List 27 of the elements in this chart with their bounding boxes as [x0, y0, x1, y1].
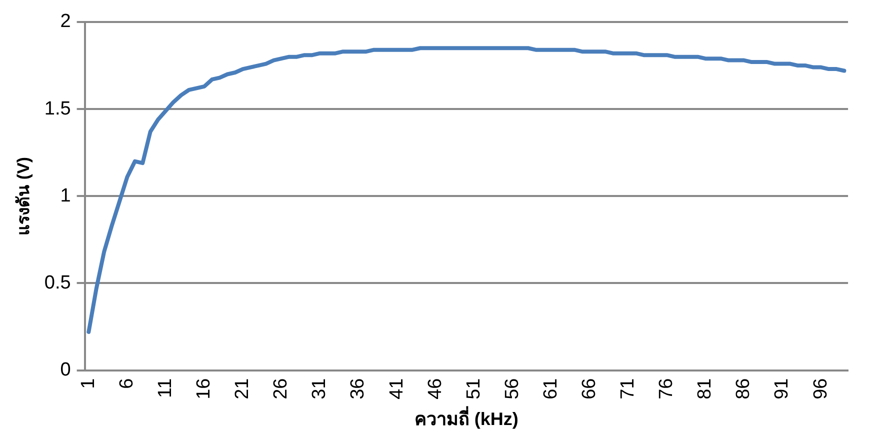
x-tick-label: 86	[733, 378, 754, 400]
x-tick-label: 41	[386, 378, 408, 400]
x-tick-label: 66	[579, 378, 600, 400]
y-tick-label: 0.5	[44, 272, 71, 294]
y-tick-label: 1.5	[44, 98, 71, 120]
y-tick-label: 1	[60, 185, 71, 206]
x-tick-label: 6	[116, 378, 138, 389]
x-tick-label: 51	[463, 378, 484, 400]
y-tick-label: 2	[60, 11, 71, 32]
x-tick-label: 96	[810, 378, 832, 400]
x-axis-title: ความถี่ (kHz)	[414, 406, 518, 430]
x-tick-label: 76	[656, 378, 678, 400]
x-tick-label: 1	[78, 378, 99, 389]
x-tick-label: 61	[540, 378, 562, 400]
x-tick-label: 46	[424, 378, 446, 400]
x-tick-label: 26	[270, 378, 292, 400]
x-tick-label: 71	[618, 378, 639, 400]
y-axis-title: แรงดัน (V)	[14, 156, 33, 236]
x-tick-label: 16	[194, 378, 215, 400]
y-tick-label: 0	[60, 360, 71, 380]
x-tick-label: 81	[694, 378, 716, 400]
x-tick-label: 11	[154, 378, 176, 398]
x-tick-label: 36	[348, 378, 369, 400]
x-tick-label: 21	[232, 378, 254, 400]
x-tick-label: 56	[502, 378, 523, 400]
x-tick-label: 31	[309, 378, 330, 400]
x-tick-label: 91	[772, 378, 793, 400]
